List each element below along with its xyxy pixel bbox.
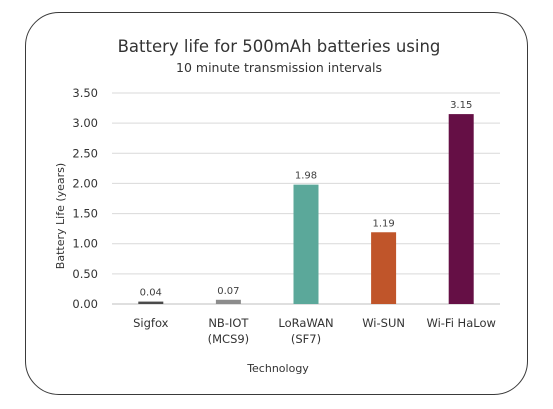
bar [138, 301, 164, 304]
chart-title: Battery life for 500mAh batteries using [118, 37, 441, 56]
y-tick-label: 3.50 [72, 86, 98, 100]
y-tick-label: 1.00 [72, 237, 98, 251]
data-label: 1.19 [372, 218, 394, 229]
x-tick-label: NB-IOT [208, 316, 249, 330]
x-tick-label: Wi-Fi HaLow [426, 316, 495, 330]
y-tick-label: 2.00 [72, 176, 98, 190]
data-label: 0.07 [217, 286, 239, 297]
gridlines [112, 92, 500, 305]
y-axis-ticks: 0.00 0.50 1.00 1.50 2.00 2.50 3.00 3.50 [72, 86, 98, 311]
x-axis-title: Technology [246, 362, 309, 375]
data-label: 3.15 [450, 100, 472, 111]
x-axis-ticks: Sigfox NB-IOT (MCS9) LoRaWAN (SF7) Wi-SUN Wi-F… [133, 316, 496, 346]
y-tick-label: 1.50 [72, 207, 98, 221]
x-tick-label: (SF7) [291, 332, 321, 346]
x-tick-label: (MCS9) [208, 332, 250, 346]
bar [371, 232, 397, 304]
y-tick-label: 2.50 [72, 146, 98, 160]
x-tick-label: Wi-SUN [362, 316, 405, 330]
y-axis-title: Battery Life (years) [54, 163, 67, 269]
x-tick-label: LoRaWAN [278, 316, 333, 330]
bar [215, 299, 241, 304]
bars [138, 114, 474, 304]
data-label: 0.04 [140, 288, 162, 299]
chart-subtitle: 10 minute transmission intervals [176, 60, 382, 75]
x-tick-label: Sigfox [133, 316, 169, 330]
y-tick-label: 0.50 [72, 267, 98, 281]
chart-card [25, 12, 528, 395]
y-tick-label: 3.00 [72, 116, 98, 130]
y-tick-label: 0.00 [72, 297, 98, 311]
data-label: 1.98 [295, 171, 317, 182]
bar [448, 114, 474, 304]
data-labels: 0.04 0.07 1.98 1.19 3.15 [140, 100, 473, 298]
bar [293, 184, 319, 304]
